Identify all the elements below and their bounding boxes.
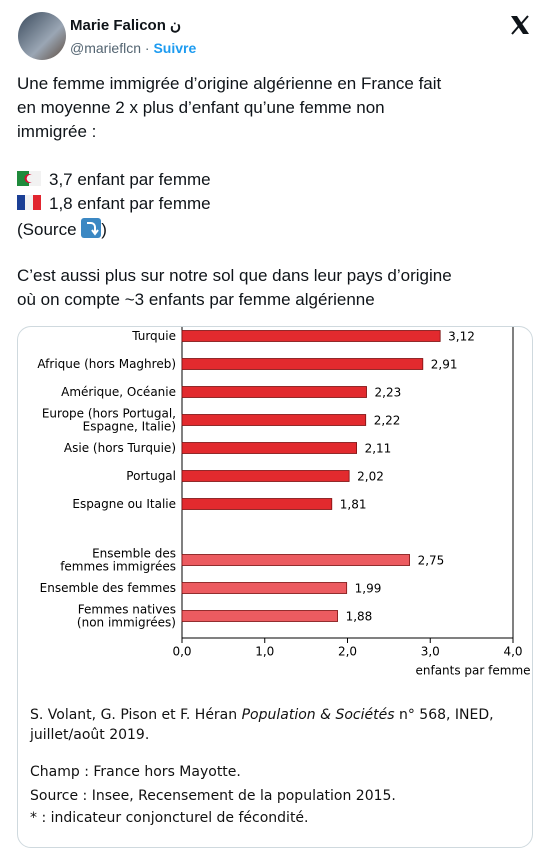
category-line: Espagne ou Italie bbox=[72, 497, 176, 511]
flag-algeria bbox=[17, 170, 43, 188]
value-label: 3,12 bbox=[448, 330, 475, 344]
citation-issue: n° 568, INED, bbox=[394, 707, 494, 723]
category-line: Europe (hors Portugal, bbox=[42, 406, 176, 420]
category-line: Espagne, Italie) bbox=[83, 419, 176, 433]
category-label: Europe (hors Portugal, Espagne, Italie) bbox=[42, 406, 176, 433]
bar bbox=[181, 554, 410, 566]
source-close: ) bbox=[101, 220, 107, 239]
value-label: 2,02 bbox=[357, 470, 384, 484]
x-tick-label: 2,0 bbox=[338, 645, 357, 659]
value-label: 2,23 bbox=[375, 386, 402, 400]
stat-algeria: 3,7 enfant par femme bbox=[49, 170, 211, 189]
bar bbox=[181, 442, 358, 454]
bar bbox=[181, 470, 350, 482]
stat-france: 1,8 enfant par femme bbox=[49, 194, 211, 213]
category-label: Afrique (hors Maghreb) bbox=[37, 357, 176, 371]
value-label: 2,22 bbox=[374, 414, 401, 428]
value-label: 1,88 bbox=[346, 610, 373, 624]
separator: · bbox=[144, 40, 150, 56]
value-label: 1,99 bbox=[355, 582, 382, 596]
citation-journal: Population & Sociétés bbox=[241, 707, 395, 723]
category-line: femmes immigrées bbox=[60, 559, 176, 573]
footnote: * : indicateur conjoncturel de fécondité… bbox=[30, 810, 309, 826]
author-name[interactable]: Marie Falicon ن bbox=[70, 17, 182, 34]
category-label: Femmes natives (non immigrées) bbox=[77, 602, 176, 629]
value-label: 2,11 bbox=[365, 442, 392, 456]
category-line: Portugal bbox=[126, 469, 176, 483]
x-tick-label: 3,0 bbox=[421, 645, 440, 659]
bar bbox=[181, 582, 348, 594]
category-line: Turquie bbox=[131, 329, 176, 343]
source-line: (Source ) bbox=[17, 218, 107, 240]
tweet-outro: C’est aussi plus sur notre sol que dans … bbox=[17, 266, 452, 314]
category-line: Asie (hors Turquie) bbox=[64, 441, 176, 455]
category-label: Amérique, Océanie bbox=[61, 385, 176, 399]
source-open: (Source bbox=[17, 220, 77, 239]
category-label: Espagne ou Italie bbox=[72, 497, 176, 511]
category-line: Ensemble des femmes bbox=[40, 581, 176, 595]
category-label: Turquie bbox=[131, 329, 176, 343]
x-tick-label: 0,0 bbox=[172, 645, 191, 659]
tweet-intro: Une femme immigrée d’origine algérienne … bbox=[17, 74, 441, 146]
x-tick-label: 4,0 bbox=[503, 645, 522, 659]
citation-authors: S. Volant, G. Pison et F. Héran bbox=[30, 707, 242, 723]
tweet-line: où on compte ~3 enfants par femme algéri… bbox=[17, 290, 375, 309]
source-note: Source : Insee, Recensement de la popula… bbox=[30, 788, 396, 804]
category-line: (non immigrées) bbox=[77, 615, 176, 629]
tweet-line: C’est aussi plus sur notre sol que dans … bbox=[17, 266, 452, 285]
arrow-emoji bbox=[81, 218, 102, 238]
bar bbox=[181, 330, 441, 342]
x-logo[interactable] bbox=[509, 14, 531, 36]
category-line: Amérique, Océanie bbox=[61, 385, 176, 399]
tweet-image[interactable]: 0,0 1,0 2,0 3,0 4,0 enfants par femme Turquie 3… bbox=[17, 326, 533, 848]
avatar[interactable] bbox=[18, 12, 66, 60]
tweet-line: immigrée : bbox=[17, 122, 97, 141]
category-label: Ensemble des femmes immigrées bbox=[60, 546, 176, 573]
bar bbox=[181, 610, 338, 622]
tweet-line: en moyenne 2 x plus d’enfant qu’une femm… bbox=[17, 98, 385, 117]
scope-note: Champ : France hors Mayotte. bbox=[30, 764, 241, 780]
value-label: 2,91 bbox=[431, 358, 458, 372]
follow-button[interactable]: Suivre bbox=[153, 40, 197, 56]
category-line: Femmes natives bbox=[78, 602, 176, 616]
bar bbox=[181, 498, 333, 510]
bar bbox=[181, 358, 424, 370]
category-label: Portugal bbox=[126, 469, 176, 483]
citation: S. Volant, G. Pison et F. Héran Populati… bbox=[30, 705, 494, 745]
flag-france bbox=[17, 194, 41, 215]
bar bbox=[181, 414, 367, 426]
category-line: Afrique (hors Maghreb) bbox=[37, 357, 176, 371]
value-label: 1,81 bbox=[340, 498, 367, 512]
x-tick-label: 1,0 bbox=[255, 645, 274, 659]
citation-date: juillet/août 2019. bbox=[30, 727, 150, 743]
tweet-line: Une femme immigrée d’origine algérienne … bbox=[17, 74, 442, 93]
x-axis-label: enfants par femme bbox=[415, 664, 530, 678]
category-line: Ensemble des bbox=[92, 546, 176, 560]
author-meta: @marieflcn · Suivre bbox=[70, 40, 196, 56]
value-label: 2,75 bbox=[418, 554, 445, 568]
category-label: Ensemble des femmes bbox=[40, 581, 176, 595]
bar bbox=[181, 386, 367, 398]
chart: 0,0 1,0 2,0 3,0 4,0 enfants par femme Turquie 3… bbox=[37, 327, 531, 678]
category-label: Asie (hors Turquie) bbox=[64, 441, 176, 455]
author-handle[interactable]: @marieflcn bbox=[70, 40, 142, 56]
